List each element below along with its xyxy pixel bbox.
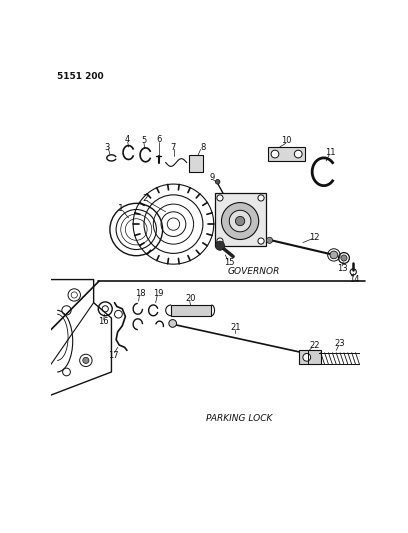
Text: 21: 21 xyxy=(230,323,241,332)
Text: 6: 6 xyxy=(156,135,162,144)
Text: 12: 12 xyxy=(309,233,320,241)
Text: 23: 23 xyxy=(334,339,345,348)
Text: 8: 8 xyxy=(200,143,206,151)
Text: 5151 200: 5151 200 xyxy=(57,71,104,80)
Circle shape xyxy=(169,320,177,327)
Text: GOVERNOR: GOVERNOR xyxy=(228,268,280,276)
Text: 9: 9 xyxy=(210,173,215,182)
Text: 22: 22 xyxy=(309,341,320,350)
Text: 18: 18 xyxy=(135,289,146,298)
Text: PARKING LOCK: PARKING LOCK xyxy=(206,414,273,423)
Circle shape xyxy=(215,241,224,251)
Circle shape xyxy=(258,195,264,201)
Circle shape xyxy=(258,238,264,244)
Circle shape xyxy=(271,150,279,158)
Circle shape xyxy=(235,216,245,225)
Circle shape xyxy=(217,238,223,244)
Circle shape xyxy=(215,180,220,184)
Text: 11: 11 xyxy=(325,148,335,157)
Circle shape xyxy=(217,195,223,201)
Circle shape xyxy=(330,251,338,259)
Text: 4: 4 xyxy=(125,135,130,144)
Circle shape xyxy=(222,203,259,239)
Text: 7: 7 xyxy=(171,143,176,151)
Text: 17: 17 xyxy=(108,351,118,360)
Circle shape xyxy=(229,210,251,232)
Text: 13: 13 xyxy=(337,263,348,272)
Text: 5: 5 xyxy=(142,136,146,146)
Bar xyxy=(268,147,305,161)
Text: 15: 15 xyxy=(224,258,235,267)
Text: 10: 10 xyxy=(282,136,292,146)
Circle shape xyxy=(341,255,347,261)
Text: 19: 19 xyxy=(153,289,163,298)
Text: 1: 1 xyxy=(118,204,124,213)
Bar xyxy=(299,350,321,364)
Text: 2: 2 xyxy=(143,194,149,203)
Circle shape xyxy=(303,353,310,361)
Text: 3: 3 xyxy=(104,143,109,151)
Bar xyxy=(215,193,266,246)
Bar xyxy=(171,305,211,316)
Circle shape xyxy=(83,357,89,364)
Circle shape xyxy=(294,150,302,158)
Circle shape xyxy=(266,237,273,244)
Bar xyxy=(189,155,203,172)
Text: 16: 16 xyxy=(98,318,109,326)
Text: 14: 14 xyxy=(350,275,360,284)
Text: 20: 20 xyxy=(185,294,196,303)
